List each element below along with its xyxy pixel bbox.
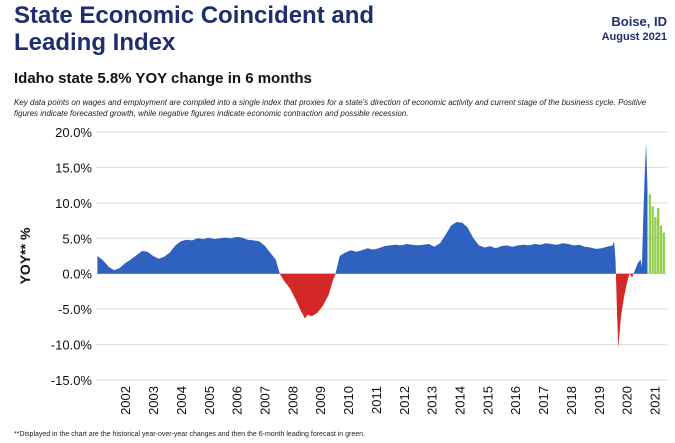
x-tick-label: 2011: [369, 386, 384, 414]
x-tick-label: 2007: [258, 386, 273, 415]
date-label: August 2021: [601, 31, 667, 43]
y-tick-label: 10.0%: [55, 196, 92, 211]
x-tick-label: 2012: [397, 386, 412, 415]
positive-area: [335, 222, 616, 274]
x-tick-label: 2002: [118, 386, 133, 415]
chart-description: Key data points on wages and employment …: [14, 98, 647, 118]
x-tick-label: 2004: [174, 386, 189, 415]
page-title: State Economic Coincident and Leading In…: [14, 2, 375, 56]
x-tick-label: 2006: [230, 386, 245, 415]
y-tick-label: 20.0%: [55, 125, 92, 140]
forecast-bar: [657, 207, 660, 274]
y-tick-label: 15.0%: [55, 160, 92, 175]
x-tick-label: 2008: [285, 386, 300, 415]
positive-area: [97, 236, 280, 274]
x-tick-label: 2014: [453, 386, 468, 415]
forecast-layer: [648, 194, 665, 274]
forecast-bar: [659, 225, 663, 274]
positive-area: [633, 142, 648, 274]
negative-area: [279, 273, 336, 319]
yoy-area-chart: -15.0% -10.0% -5.0% 0.0% 5.0% 10.0% 15.0% 20.0%…: [17, 125, 667, 415]
x-tick-labels: 2002 2003 2004 2005 2006 2007 2008 2009 2010 2011…: [118, 386, 662, 415]
x-tick-label: 2015: [480, 386, 495, 415]
grid-layer: [96, 131, 667, 381]
negative-area: [629, 273, 634, 278]
x-tick-label: 2017: [536, 386, 551, 415]
y-tick-label: 0.0%: [62, 267, 92, 282]
area-layer: [97, 142, 648, 349]
forecast-bar: [662, 232, 665, 274]
forecast-bar: [648, 194, 651, 274]
x-tick-label: 2003: [146, 386, 161, 415]
forecast-bar: [654, 217, 657, 274]
x-tick-label: 2021: [648, 386, 663, 415]
x-tick-label: 2020: [620, 386, 635, 415]
chart-footnote: **Displayed in the chart are the histori…: [14, 431, 365, 438]
negative-area: [615, 273, 630, 349]
y-tick-label: -15.0%: [51, 373, 93, 388]
location-block: Boise, ID August 2021: [602, 14, 667, 44]
y-tick-label: -5.0%: [58, 302, 92, 317]
x-tick-label: 2010: [341, 386, 356, 415]
x-tick-label: 2018: [564, 386, 579, 415]
y-axis-label: YOY** %: [17, 227, 33, 284]
forecast-bar: [651, 206, 654, 274]
chart-subtitle: Idaho state 5.8% YOY change in 6 months: [14, 70, 312, 87]
location-label: Boise, ID: [611, 14, 667, 29]
x-tick-label: 2009: [313, 386, 328, 415]
x-tick-label: 2013: [425, 386, 440, 415]
y-tick-label: -10.0%: [51, 338, 93, 353]
x-tick-label: 2005: [202, 386, 217, 415]
y-tick-labels: -15.0% -10.0% -5.0% 0.0% 5.0% 10.0% 15.0% 20.0%: [51, 125, 93, 388]
y-tick-label: 5.0%: [62, 231, 92, 246]
x-tick-label: 2019: [592, 386, 607, 415]
x-tick-label: 2016: [508, 386, 523, 415]
